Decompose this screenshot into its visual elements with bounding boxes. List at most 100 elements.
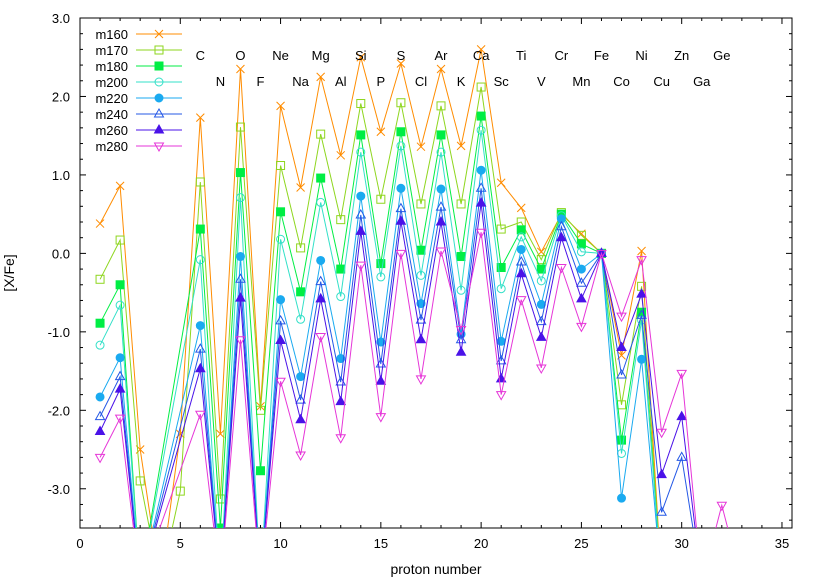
- data-point-m200: [396, 141, 406, 151]
- data-point-m240: [656, 506, 667, 516]
- series-line-m260: [99, 203, 696, 528]
- legend-item-m240: m240: [95, 107, 182, 122]
- data-point-m260: [515, 267, 527, 278]
- data-point-m260: [656, 468, 667, 479]
- data-point-m280: [596, 249, 607, 260]
- data-point-m160: [496, 178, 506, 188]
- data-point-m160: [516, 203, 526, 213]
- data-point-m220: [376, 337, 386, 347]
- data-point-m160: [95, 219, 105, 228]
- x-tick-label: 15: [374, 536, 388, 551]
- series-line-m240: [99, 188, 694, 528]
- legend-item-m160: m160: [95, 27, 182, 42]
- data-point-m160: [195, 113, 205, 122]
- data-point-m240: [94, 410, 106, 421]
- element-label: K: [457, 74, 466, 89]
- y-tick-label: 2.0: [52, 89, 70, 104]
- data-point-m180: [436, 130, 446, 140]
- data-point-m240: [395, 202, 407, 213]
- element-label: Ti: [516, 48, 526, 63]
- data-point-m160: [416, 142, 426, 152]
- data-point-m260: [235, 292, 246, 302]
- element-label: Al: [335, 74, 347, 89]
- element-label: Na: [292, 74, 309, 89]
- data-point-m160: [236, 64, 245, 74]
- data-point-m200: [536, 276, 546, 286]
- series-m220: [95, 165, 658, 528]
- series-line-m200: [99, 130, 658, 528]
- y-tick-label: 3.0: [52, 11, 70, 26]
- data-point-m200: [516, 232, 526, 242]
- data-point-m240: [555, 220, 567, 231]
- data-point-m220: [637, 354, 647, 364]
- legend-label: m200: [95, 75, 128, 90]
- data-point-m240: [616, 368, 627, 379]
- axis-ticks: 0 5 10 15 20 25 30 35 -3.0 -2.0 -1.0 0.0 1.0 2.0 3.0: [48, 11, 792, 551]
- data-point-m220: [276, 295, 286, 305]
- legend-item-m220: m220: [95, 91, 182, 106]
- data-point-m180: [336, 264, 346, 274]
- data-point-m260: [616, 341, 627, 352]
- data-point-m280: [616, 312, 627, 323]
- data-point-m170: [276, 161, 286, 171]
- data-point-m180: [95, 318, 105, 328]
- data-point-m170: [95, 274, 105, 284]
- data-point-m180: [115, 280, 125, 290]
- data-point-m220: [436, 184, 446, 194]
- data-point-m180: [617, 435, 627, 445]
- legend-item-m180: m180: [95, 59, 182, 74]
- legend-label: m280: [95, 139, 128, 154]
- y-tick-label: -2.0: [48, 403, 70, 418]
- data-point-m280: [535, 364, 547, 374]
- legend-marker: [153, 107, 165, 118]
- data-point-m200: [95, 340, 105, 350]
- data-point-m260: [355, 225, 367, 235]
- data-point-m200: [476, 125, 486, 135]
- data-point-m240: [475, 182, 487, 192]
- data-point-m240: [415, 314, 427, 324]
- x-tick-label: 5: [177, 536, 184, 551]
- data-point-m240: [114, 370, 126, 381]
- data-point-m180: [215, 523, 225, 528]
- data-point-m200: [356, 147, 366, 157]
- data-point-m240: [295, 394, 306, 404]
- data-point-m280: [495, 391, 507, 401]
- x-tick-label: 20: [474, 536, 488, 551]
- series-line-m280: [99, 232, 729, 528]
- data-point-m220: [396, 183, 406, 193]
- data-point-m200: [316, 197, 326, 207]
- data-point-m280: [415, 375, 427, 385]
- data-point-m280: [94, 453, 106, 464]
- y-tick-label: -1.0: [48, 325, 70, 340]
- data-point-m200: [456, 285, 466, 295]
- data-point-m240: [676, 451, 688, 461]
- series-m280: [94, 228, 729, 528]
- data-point-m170: [576, 230, 586, 240]
- data-point-m260: [435, 215, 447, 226]
- data-point-m180: [516, 225, 526, 235]
- data-point-m170: [356, 99, 366, 109]
- legend-label: m170: [95, 43, 128, 58]
- element-label: Si: [355, 48, 367, 63]
- data-point-m280: [355, 261, 367, 272]
- data-point-m170: [536, 255, 546, 265]
- data-point-m170: [416, 199, 426, 209]
- element-label: S: [397, 48, 406, 63]
- legend-label: m160: [95, 27, 128, 42]
- data-point-m170: [175, 486, 185, 496]
- data-point-m280: [194, 410, 206, 421]
- series-line-m170: [99, 86, 659, 528]
- data-point-m170: [456, 199, 466, 209]
- data-point-m160: [356, 52, 366, 62]
- data-point-m260: [315, 292, 327, 303]
- data-point-m180: [356, 130, 366, 140]
- legend-label: m260: [95, 123, 128, 138]
- y-tick-label: 0.0: [52, 246, 70, 261]
- data-point-m280: [676, 369, 688, 380]
- data-point-m260: [395, 215, 407, 225]
- data-point-m200: [276, 234, 286, 244]
- data-point-m240: [194, 343, 206, 353]
- data-point-m220: [556, 214, 566, 224]
- data-point-m220: [115, 353, 125, 363]
